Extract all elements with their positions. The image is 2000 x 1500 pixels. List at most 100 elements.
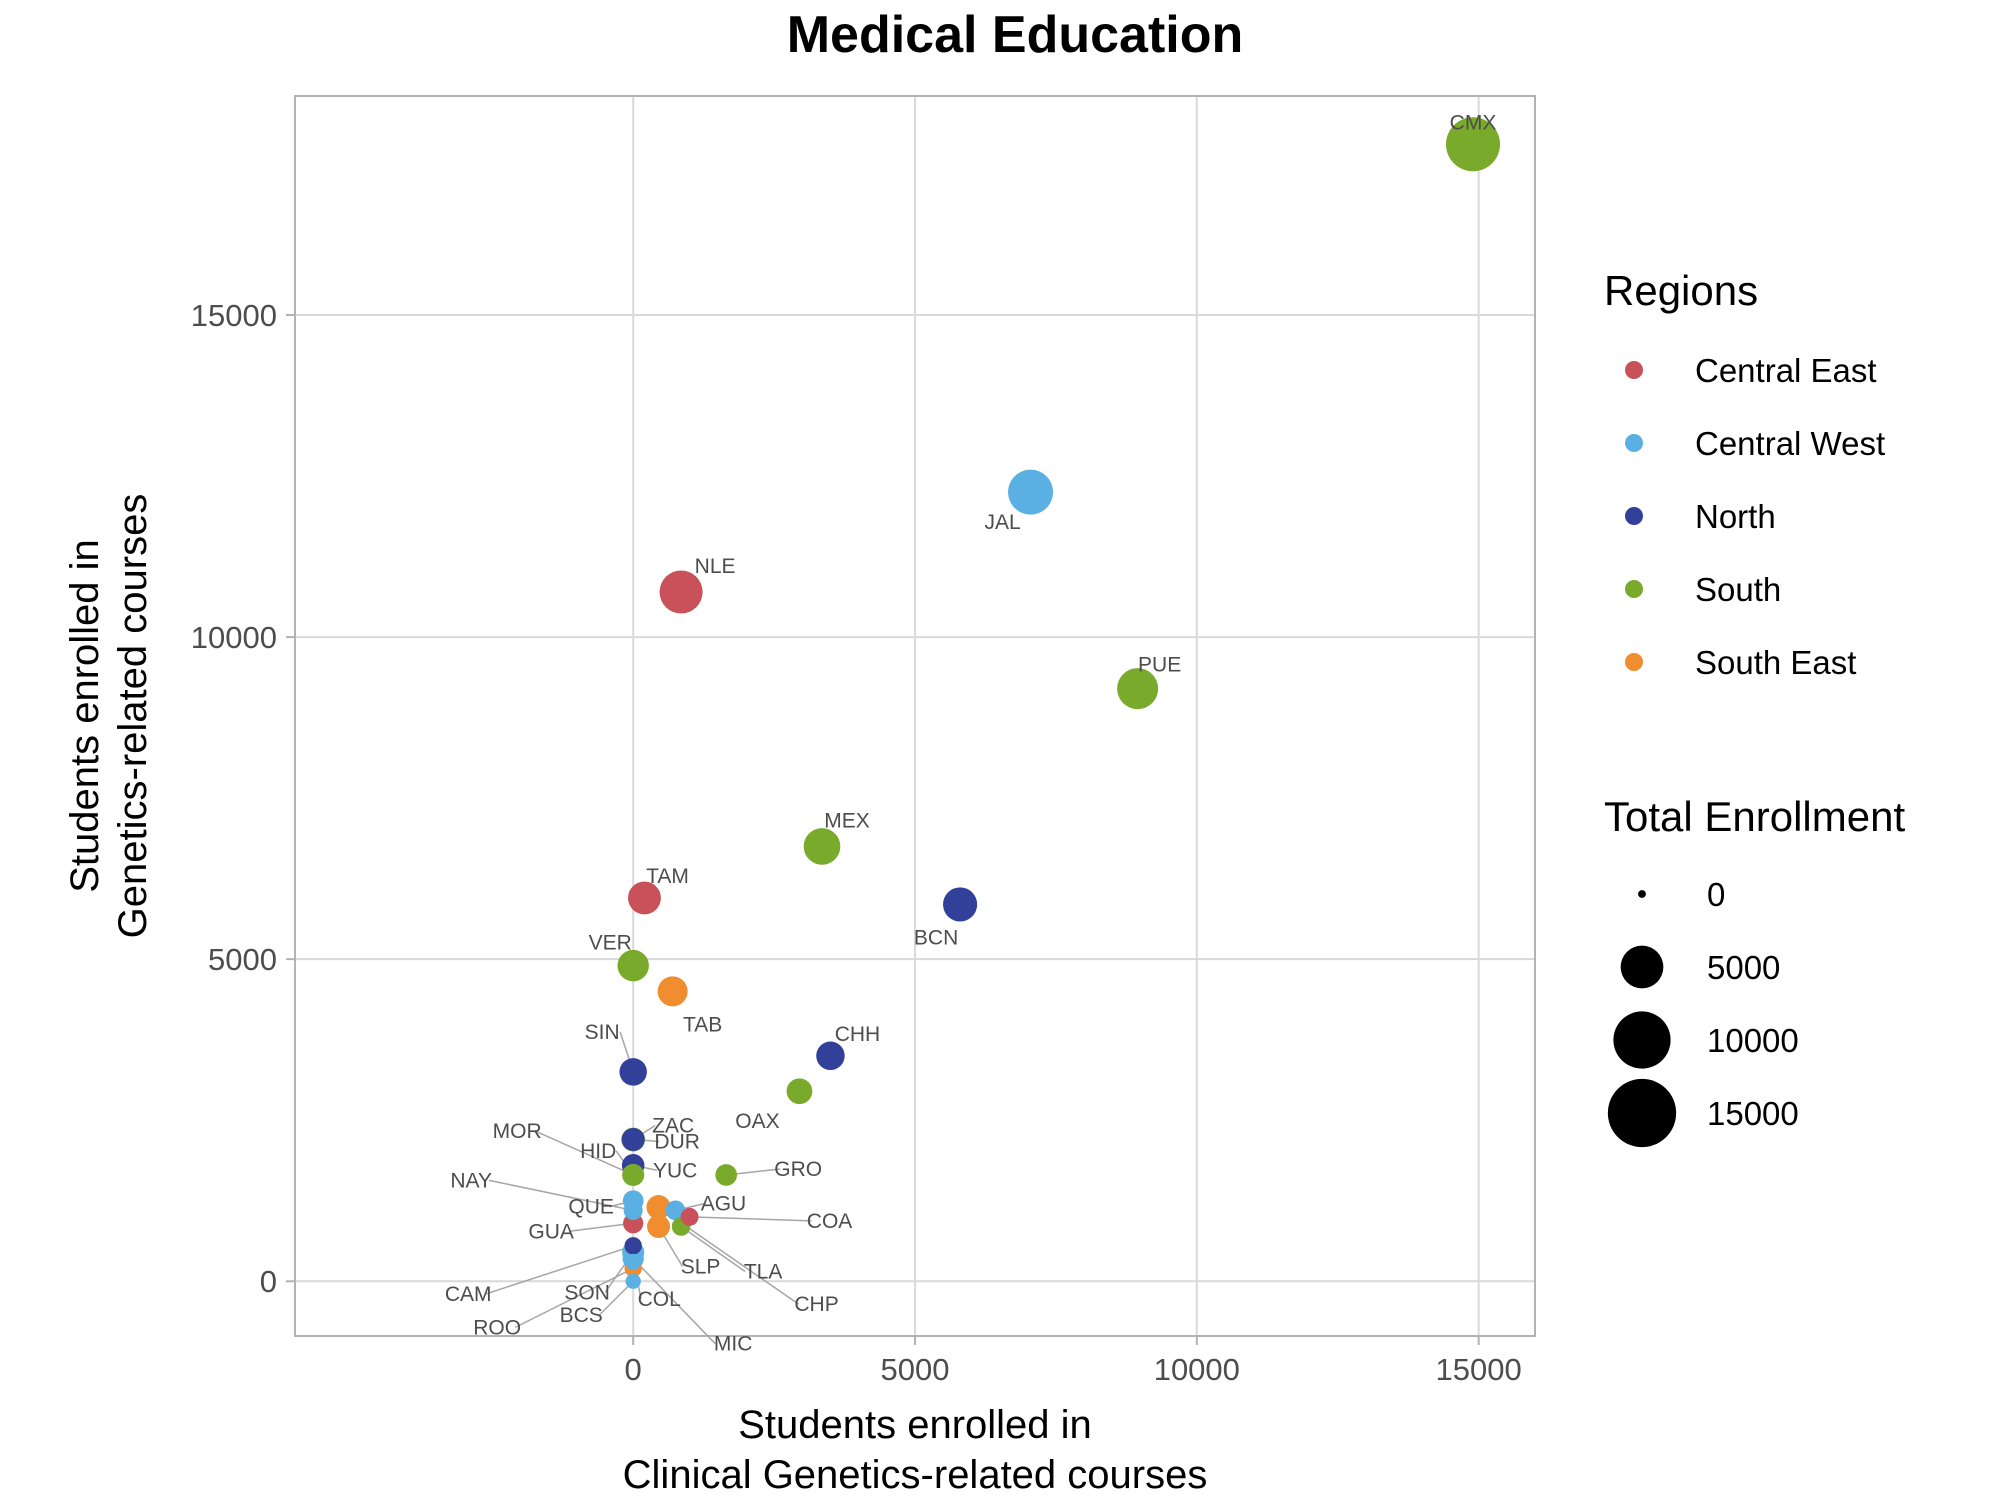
y-tick-label: 0 <box>260 1264 277 1299</box>
size-label-15000: 15000 <box>1707 1095 1799 1132</box>
leader-mic <box>632 1258 716 1345</box>
point-label-chh: CHH <box>835 1023 881 1046</box>
color-legend: Regions Central East Central West North Sou… <box>1604 267 1885 681</box>
size-legend: Total Enrollment 0 5000 10000 15000 <box>1604 793 1905 1148</box>
leader-bcs <box>598 1280 634 1316</box>
x-tick-label: 5000 <box>881 1352 950 1387</box>
point-agu <box>665 1200 686 1221</box>
y-tick-label: 10000 <box>191 620 277 655</box>
legend-key-central-east <box>1625 361 1643 379</box>
point-label-mic: MIC <box>714 1333 753 1356</box>
y-tick-label: 5000 <box>208 942 277 977</box>
point-label-tla: TLA <box>744 1260 783 1283</box>
point-slp <box>647 1214 671 1238</box>
point-label-que: QUE <box>568 1196 614 1219</box>
size-key-5000 <box>1620 945 1664 989</box>
axis-ticks: 0 5000 10000 15000 0 5000 10000 15000 <box>191 298 1522 1387</box>
point-label-nle: NLE <box>695 555 736 578</box>
point-nle <box>659 570 703 614</box>
point-label-roo: ROO <box>473 1316 521 1339</box>
legend-key-central-west <box>1625 434 1643 452</box>
point-label-nay: NAY <box>450 1169 492 1192</box>
x-tick-label: 0 <box>625 1352 642 1387</box>
size-label-0: 0 <box>1707 876 1725 913</box>
size-label-5000: 5000 <box>1707 949 1780 986</box>
leader-gua <box>569 1222 634 1233</box>
point-label-agu: AGU <box>701 1192 747 1215</box>
point-label-chp: CHP <box>794 1293 838 1316</box>
legend-key-south <box>1625 580 1643 598</box>
point-cmx <box>1445 117 1501 172</box>
point-label-sin: SIN <box>585 1021 620 1044</box>
point-label-mex: MEX <box>824 809 870 832</box>
legend-label-central-west: Central West <box>1695 425 1885 462</box>
point-oax <box>786 1078 813 1105</box>
y-axis-title-line-2: Genetics-related courses <box>111 494 155 939</box>
point-coa <box>680 1207 699 1226</box>
chart-title: Medical Education <box>787 6 1244 64</box>
point-label-bcs: BCS <box>560 1304 603 1327</box>
legend-label-south: South <box>1695 571 1781 608</box>
x-axis-title-line-2: Clinical Genetics-related courses <box>623 1453 1208 1497</box>
y-tick-label: 15000 <box>191 298 277 333</box>
leader-tla <box>680 1225 746 1273</box>
y-axis-title-line-1: Students enrolled in <box>63 539 107 893</box>
point-label-coa: COA <box>807 1210 853 1233</box>
point-nay <box>623 1200 643 1220</box>
point-label-ver: VER <box>589 932 632 955</box>
legend-label-central-east: Central East <box>1695 352 1877 389</box>
point-label-jal: JAL <box>984 511 1020 534</box>
point-chh <box>816 1041 845 1071</box>
x-tick-label: 15000 <box>1436 1352 1522 1387</box>
data-points <box>617 117 1501 1289</box>
grid-lines <box>295 96 1535 1336</box>
legend-key-north <box>1625 507 1643 525</box>
point-mor <box>622 1164 644 1186</box>
point-label-tab: TAB <box>683 1013 722 1036</box>
leader-roo <box>514 1267 634 1329</box>
point-label-yuc: YUC <box>653 1159 697 1182</box>
point-bcn <box>943 887 978 922</box>
point-label-slp: SLP <box>681 1255 721 1278</box>
point-cam <box>624 1237 642 1255</box>
point-label-zac: ZAC <box>652 1115 694 1138</box>
point-label-col: COL <box>638 1288 681 1311</box>
point-label-gro: GRO <box>774 1158 822 1181</box>
point-label-pue: PUE <box>1138 654 1181 677</box>
point-dur <box>621 1128 645 1152</box>
size-key-10000 <box>1613 1011 1671 1069</box>
point-label-bcn: BCN <box>914 926 958 949</box>
leader-coa <box>689 1216 812 1222</box>
point-tab <box>657 976 688 1007</box>
point-label-tam: TAM <box>646 865 689 888</box>
leader-nay <box>489 1179 634 1212</box>
point-bcs <box>625 1273 641 1289</box>
point-label-mor: MOR <box>493 1120 542 1143</box>
legend-label-south-east: South East <box>1695 644 1856 681</box>
point-chp <box>646 1195 671 1220</box>
point-label-gua: GUA <box>528 1220 574 1243</box>
point-labels: CMX JAL NLE PUE MEX BCN TAM VER TAB CHH SIN OAX DURZ… <box>445 111 1496 1355</box>
point-label-cmx: CMX <box>1450 111 1497 134</box>
point-ver <box>617 949 649 982</box>
point-pue <box>1117 668 1159 710</box>
size-key-0 <box>1638 890 1646 898</box>
legend-label-north: North <box>1695 498 1776 535</box>
size-key-15000 <box>1607 1078 1677 1148</box>
x-tick-label: 10000 <box>1154 1352 1240 1387</box>
color-legend-title: Regions <box>1604 267 1758 314</box>
x-axis-title-line-1: Students enrolled in <box>738 1403 1092 1447</box>
point-label-cam: CAM <box>445 1283 492 1306</box>
leader-cam <box>485 1245 634 1295</box>
size-legend-title: Total Enrollment <box>1604 793 1905 840</box>
point-label-oax: OAX <box>735 1110 779 1133</box>
point-jal <box>1008 469 1054 515</box>
point-col <box>625 1253 642 1270</box>
point-gro <box>715 1164 738 1186</box>
point-label-son: SON <box>564 1281 610 1304</box>
legend-key-south-east <box>1625 653 1643 671</box>
point-mex <box>803 828 841 865</box>
size-label-10000: 10000 <box>1707 1022 1799 1059</box>
point-tam <box>628 881 661 915</box>
